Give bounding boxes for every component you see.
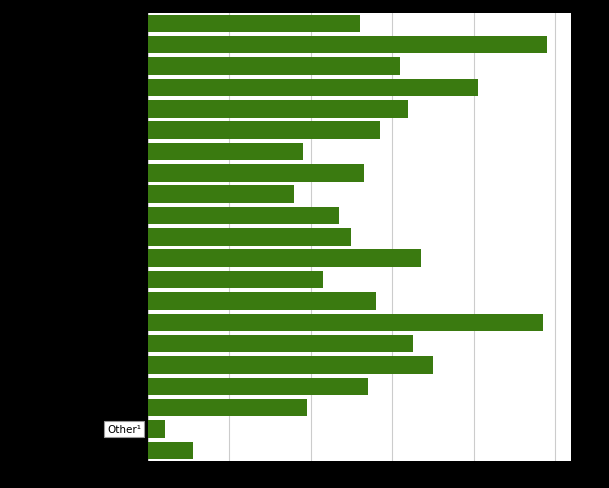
Bar [148,80,477,97]
Bar [148,293,376,310]
Bar [148,250,421,267]
Bar [148,378,368,395]
Bar [148,122,380,140]
Bar [148,357,433,374]
Text: Other¹: Other¹ [107,424,141,434]
Bar [148,186,295,203]
Bar [148,37,547,54]
Bar [148,16,359,33]
Bar [148,421,165,438]
Bar [148,229,351,246]
Bar [148,143,303,161]
Bar [148,271,323,289]
Bar [148,442,193,459]
Bar [148,101,409,118]
Bar [148,207,339,225]
Bar [148,165,364,182]
Bar [148,399,307,417]
Bar [148,314,543,331]
Bar [148,335,412,353]
Bar [148,58,400,76]
